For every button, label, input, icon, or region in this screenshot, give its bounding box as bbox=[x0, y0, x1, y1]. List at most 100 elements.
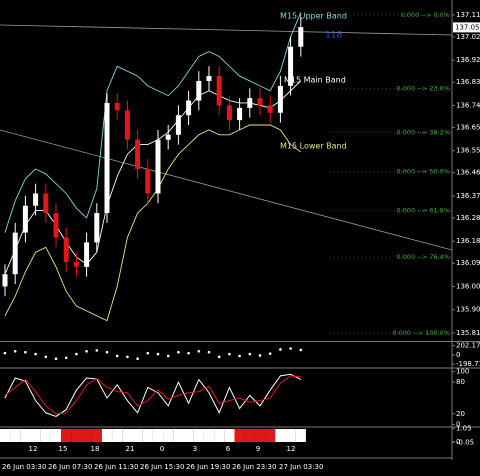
indicator-dot bbox=[3, 351, 7, 355]
strip-cell bbox=[112, 429, 123, 442]
candle-body bbox=[216, 76, 222, 106]
indicator-dot bbox=[64, 356, 68, 360]
indicator-dot bbox=[95, 349, 99, 352]
indicator-dot bbox=[207, 350, 211, 354]
candle-body bbox=[22, 205, 28, 233]
candle-body bbox=[186, 100, 192, 116]
y-tick-label: 136.370 bbox=[456, 192, 480, 200]
band-label: M15 Lower Band bbox=[280, 142, 347, 151]
fib-label: 0.000 --> 61.8% bbox=[396, 207, 450, 215]
indicator-dot bbox=[126, 355, 129, 359]
y-tick-label: -198.712 bbox=[456, 360, 480, 368]
strip-cell bbox=[132, 429, 143, 442]
strip-cell bbox=[234, 429, 245, 442]
indicator-dot bbox=[54, 357, 58, 360]
fib-label: 0.000 --> 76.4% bbox=[396, 253, 450, 261]
strip-cell bbox=[50, 429, 62, 442]
candle-body bbox=[94, 213, 100, 243]
candle-body bbox=[63, 237, 69, 262]
indicator-dot bbox=[258, 354, 262, 357]
candle-body bbox=[135, 139, 141, 170]
strip-cell bbox=[203, 429, 215, 442]
indicator-dot bbox=[217, 355, 221, 359]
band-line bbox=[4, 124, 302, 322]
strip-cell bbox=[40, 429, 51, 442]
strip-cell bbox=[20, 429, 31, 442]
strip-cell bbox=[214, 429, 225, 442]
indicator-dot bbox=[156, 352, 160, 356]
strip-cell bbox=[183, 429, 194, 442]
indicator-dot bbox=[197, 350, 201, 353]
candle-body bbox=[226, 105, 232, 121]
y-tick-label: -0.05 bbox=[456, 438, 474, 446]
strip-cell bbox=[91, 429, 102, 442]
strip-cell bbox=[295, 429, 306, 442]
y-tick-label: 136.095 bbox=[456, 259, 480, 267]
strip-cell bbox=[285, 429, 296, 442]
strip-cell bbox=[71, 429, 82, 442]
y-tick-label: 202.1702 bbox=[456, 342, 480, 350]
fib-label: 0.000 --> 23.6% bbox=[396, 84, 450, 92]
y-tick-label: 136.650 bbox=[456, 123, 480, 131]
candle-body bbox=[12, 232, 18, 275]
strip-cell bbox=[254, 429, 266, 442]
y-tick-label: 20 bbox=[456, 410, 465, 418]
y-tick-label: 136.000 bbox=[456, 282, 480, 290]
band-line bbox=[4, 12, 302, 233]
current-price-label: 137.059 bbox=[455, 23, 480, 31]
hour-label: 0 bbox=[160, 445, 164, 453]
candle-body bbox=[247, 98, 253, 108]
candle-body bbox=[114, 102, 120, 111]
candle-body bbox=[155, 139, 161, 194]
time-label: 26 Jun 23:30 bbox=[232, 463, 276, 471]
strip-cell bbox=[152, 429, 164, 442]
y-tick-label: 135.810 bbox=[456, 329, 480, 337]
indicator-dot bbox=[299, 348, 303, 352]
hour-label: 12 bbox=[29, 445, 38, 453]
oscillator-line bbox=[4, 375, 301, 415]
indicator-dot bbox=[279, 348, 282, 351]
y-tick-label: 137.020 bbox=[456, 33, 480, 41]
hour-label: 18 bbox=[91, 445, 100, 453]
candle-body bbox=[288, 46, 294, 86]
candle-body bbox=[175, 115, 181, 135]
strip-cell bbox=[275, 429, 286, 442]
time-label: 26 Jun 15:30 bbox=[140, 463, 184, 471]
candle-body bbox=[206, 76, 212, 81]
candle-body bbox=[84, 242, 90, 267]
y-tick-label: 135.905 bbox=[456, 306, 480, 314]
time-label: 26 Jun 07:30 bbox=[48, 463, 92, 471]
candle-body bbox=[33, 193, 39, 206]
trend-line bbox=[0, 24, 453, 36]
fib-label: 0.000 --> 38.2% bbox=[396, 128, 450, 136]
strip-cell bbox=[142, 429, 153, 442]
indicator-dot bbox=[248, 352, 252, 356]
hour-label: 21 bbox=[126, 445, 135, 453]
y-tick-label: 100 bbox=[456, 368, 469, 376]
candle-body bbox=[277, 85, 283, 113]
candle-body bbox=[73, 261, 79, 267]
y-tick-label: 0 bbox=[456, 420, 460, 428]
indicator-dot bbox=[146, 351, 150, 355]
y-tick-label: 136.555 bbox=[456, 147, 480, 155]
indicator-dot bbox=[44, 355, 48, 359]
candle-body bbox=[237, 107, 243, 121]
indicator-dot bbox=[85, 350, 88, 353]
strip-cell bbox=[173, 429, 184, 442]
strip-cell bbox=[30, 429, 41, 442]
y-tick-label: 0 bbox=[456, 438, 460, 446]
fib-label: 0.000 --> 0.0% bbox=[401, 11, 450, 19]
indicator-dot bbox=[136, 357, 139, 360]
fib-label: 0.000 --> 100.0% bbox=[392, 329, 450, 337]
strip-cell bbox=[224, 429, 235, 442]
strip-cell bbox=[61, 429, 72, 442]
candle-body bbox=[124, 110, 130, 140]
strip-cell bbox=[81, 429, 92, 442]
indicator-dot bbox=[115, 354, 119, 358]
indicator-dot bbox=[24, 350, 27, 354]
indicator-dot bbox=[228, 352, 231, 356]
hour-label: 9 bbox=[256, 445, 260, 453]
indicator-dot bbox=[177, 350, 180, 354]
y-tick-label: 136.835 bbox=[456, 78, 480, 86]
time-label: 26 Jun 03:30 bbox=[2, 463, 46, 471]
